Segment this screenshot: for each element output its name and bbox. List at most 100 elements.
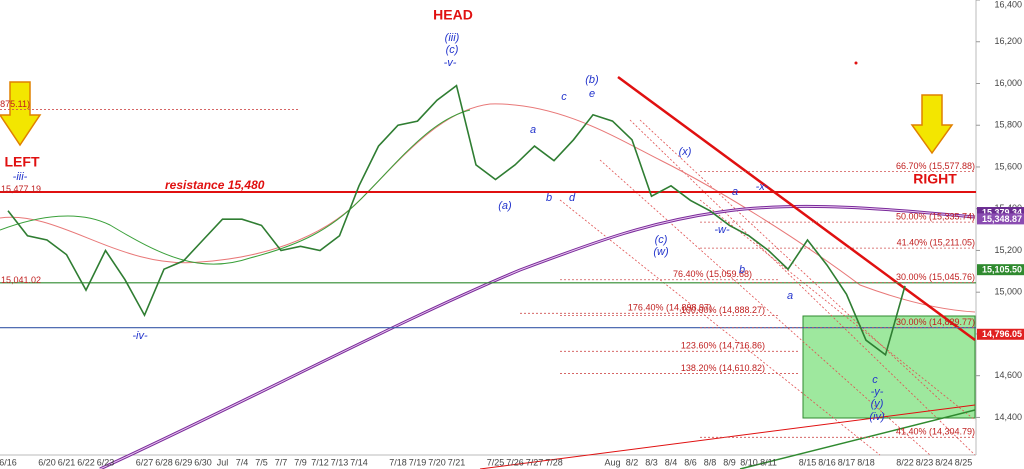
price-tag	[977, 328, 1024, 340]
x-tick-label: 7/9	[294, 457, 307, 467]
fib-fan	[559, 119, 976, 456]
price-tag-label: 15,379.34	[982, 207, 1022, 217]
y-tick-label: 15,800	[994, 120, 1022, 130]
moving-average	[0, 109, 471, 265]
fib-label: 50.00% (15,335.74)	[896, 212, 975, 222]
x-tick-label: 6/23	[97, 457, 115, 467]
y-tick-label: 16,400	[994, 0, 1022, 9]
price-tag	[977, 213, 1024, 225]
target-zone	[802, 315, 976, 419]
x-tick-label: 7/12	[311, 457, 329, 467]
x-tick-label: 7/13	[331, 457, 349, 467]
x-tick-label: Jul	[217, 457, 229, 467]
price-tag	[977, 207, 1024, 219]
y-tick-label: 15,600	[994, 161, 1022, 171]
arrow-left	[0, 81, 42, 147]
annotation: a	[732, 186, 738, 198]
x-tick-label: 7/26	[506, 457, 524, 467]
fib-label: 176.40% (14,898.97)	[628, 303, 712, 313]
x-tick-label: 6/20	[38, 457, 56, 467]
annotation: resistance 15,480	[165, 178, 265, 192]
y-tick-label: 15,200	[994, 245, 1022, 255]
x-tick-label: 8/10	[740, 457, 758, 467]
x-tick-label: 8/17	[838, 457, 856, 467]
x-tick-label: 8/11	[760, 457, 777, 467]
annotation: a	[787, 290, 793, 302]
annotation: c	[872, 374, 878, 386]
y-tick-label: 16,000	[994, 78, 1022, 88]
x-tick-label: 7/25	[487, 457, 505, 467]
fib-label: 178.60% (15,875.11)	[0, 99, 30, 109]
moving-average	[99, 205, 976, 469]
price-line	[7, 84, 906, 357]
x-tick-label: 6/30	[194, 457, 212, 467]
annotation: d	[569, 192, 576, 204]
x-tick-label: 8/15	[799, 457, 817, 467]
x-tick-label: Aug	[604, 457, 620, 467]
price-tag	[977, 264, 1024, 276]
level-tag: 15,041.02	[1, 275, 41, 285]
annotation: -w-	[714, 224, 730, 236]
price-tag-label: 15,105.50	[982, 265, 1022, 275]
trend-line	[739, 409, 976, 469]
x-tick-label: 7/7	[275, 457, 288, 467]
x-tick-label: 7/4	[236, 457, 249, 467]
annotation: b	[739, 264, 745, 276]
level-tag: 15,477.19	[1, 184, 41, 194]
annotation: (a)	[498, 200, 512, 212]
trend-line	[479, 404, 976, 469]
y-tick-label: 16,200	[994, 36, 1022, 46]
price-tag-label: 14,796.05	[982, 329, 1022, 339]
annotation: e	[589, 88, 595, 100]
annotation: c	[561, 91, 567, 103]
fib-label: 30.00% (14,829.77)	[896, 317, 975, 327]
annotation: (x)	[679, 146, 692, 158]
fib-label: 138.20% (14,610.82)	[681, 363, 765, 373]
dot	[854, 61, 858, 65]
x-tick-label: 7/20	[428, 457, 446, 467]
annotation: -iii-	[13, 171, 28, 183]
fib-label: 123.60% (14,716.86)	[681, 341, 765, 351]
x-tick-label: 8/22	[896, 457, 914, 467]
moving-average	[0, 103, 976, 313]
fib-label: 30.00% (15,045.76)	[896, 272, 975, 282]
x-tick-label: 8/9	[723, 457, 736, 467]
annotation: (iv)	[869, 411, 885, 423]
y-tick-label: 14,400	[994, 412, 1022, 422]
x-tick-label: 6/16	[0, 457, 17, 467]
y-tick-label: 14,600	[994, 370, 1022, 380]
fib-label: 76.40% (15,059.68)	[673, 269, 752, 279]
annotation: RIGHT	[913, 171, 957, 187]
annotation: (b)	[585, 74, 599, 86]
x-tick-label: 8/6	[684, 457, 697, 467]
annotation: -x-	[756, 181, 769, 193]
x-tick-label: 7/28	[545, 457, 563, 467]
x-tick-label: 6/22	[77, 457, 95, 467]
annotation: (c)	[655, 234, 668, 246]
trend-line	[617, 75, 976, 342]
x-tick-label: 8/23	[916, 457, 934, 467]
x-tick-label: 8/8	[704, 457, 717, 467]
annotation: -y-	[871, 386, 884, 398]
x-tick-label: 6/28	[155, 457, 173, 467]
annotation: (iii)	[445, 32, 460, 44]
annotation: (y)	[871, 398, 884, 410]
annotation: -iv-	[132, 330, 148, 342]
x-tick-label: 6/29	[175, 457, 193, 467]
annotation: b	[546, 192, 552, 204]
annotation: LEFT	[5, 154, 40, 170]
annotation: HEAD	[433, 7, 473, 23]
x-tick-label: 8/18	[857, 457, 875, 467]
price-tag-label: 15,348.87	[982, 214, 1022, 224]
annotation: (c)	[446, 44, 459, 56]
x-tick-label: 8/24	[935, 457, 953, 467]
x-tick-label: 7/21	[448, 457, 466, 467]
x-tick-label: 6/21	[58, 457, 76, 467]
x-tick-label: 8/2	[626, 457, 639, 467]
x-tick-label: 8/16	[818, 457, 836, 467]
fib-label: 41.40% (15,211.05)	[897, 238, 975, 248]
x-tick-label: 8/3	[645, 457, 658, 467]
x-tick-label: 7/18	[389, 457, 407, 467]
x-tick-label: 8/25	[955, 457, 973, 467]
fib-label: 100.00% (14,888.27)	[681, 305, 765, 315]
